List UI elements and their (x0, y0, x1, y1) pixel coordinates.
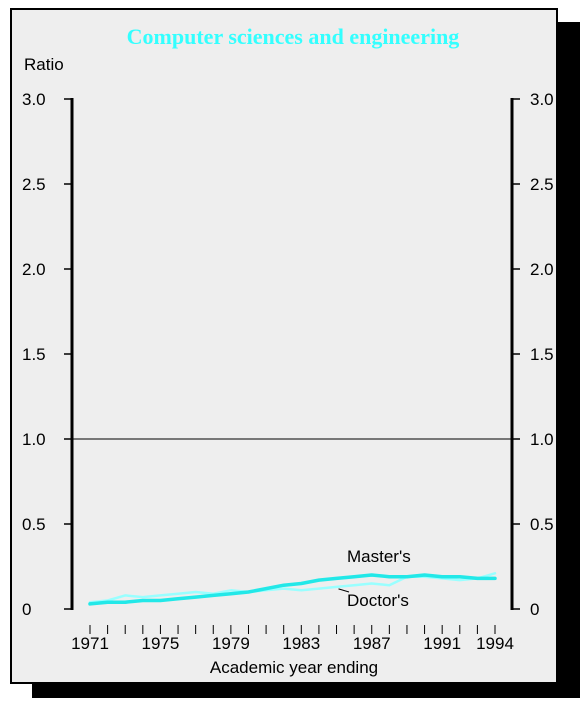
x-tick-label: 1975 (142, 634, 180, 653)
series-line-masters (88, 573, 497, 606)
left-y-tick-label: 0.5 (22, 515, 46, 534)
x-tick-label: 1987 (353, 634, 391, 653)
masters-annotation: Master's (347, 547, 411, 566)
left-y-tick-label: 3.0 (22, 90, 46, 109)
right-y-tick-label: 0 (530, 600, 539, 619)
x-tick-label: 1971 (71, 634, 109, 653)
right-y-tick-label: 3.0 (530, 90, 554, 109)
x-tick-label: 1994 (476, 634, 514, 653)
left-y-tick-label: 0 (22, 600, 31, 619)
right-y-tick-label: 1.0 (530, 430, 554, 449)
x-axis-label: Academic year ending (210, 658, 378, 677)
doctors-annotation: Doctor's (347, 591, 409, 610)
y-axis-label: Ratio (24, 55, 64, 74)
doctors-leader-line (338, 588, 350, 593)
right-y-tick-label: 2.0 (530, 260, 554, 279)
right-y-tick-label: 2.5 (530, 175, 554, 194)
left-y-tick-label: 2.5 (22, 175, 46, 194)
left-y-tick-label: 1.0 (22, 430, 46, 449)
left-y-tick-label: 2.0 (22, 260, 46, 279)
chart-title: Computer sciences and engineering (127, 24, 460, 49)
right-y-tick-label: 0.5 (530, 515, 554, 534)
x-tick-label: 1983 (282, 634, 320, 653)
chart-frame (10, 8, 558, 684)
left-y-tick-label: 1.5 (22, 345, 46, 364)
right-y-tick-label: 1.5 (530, 345, 554, 364)
x-tick-label: 1979 (212, 634, 250, 653)
x-tick-label: 1991 (423, 634, 461, 653)
